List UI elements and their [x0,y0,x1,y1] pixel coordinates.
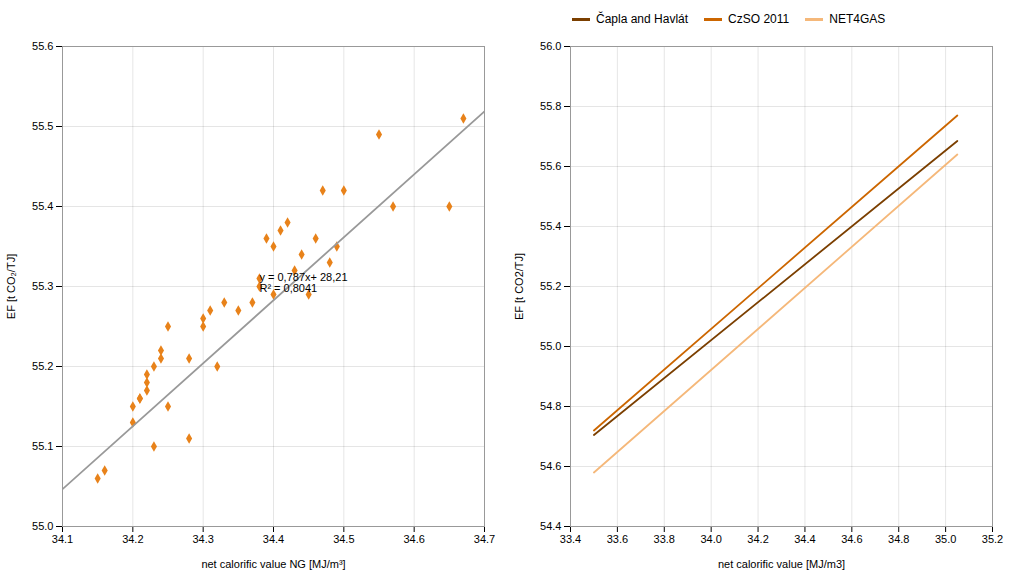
svg-text:55.6: 55.6 [540,160,561,172]
svg-text:net calorific value [MJ/m3]: net calorific value [MJ/m3] [718,558,845,570]
svg-text:33.4: 33.4 [560,533,581,545]
svg-text:34.5: 34.5 [333,533,354,545]
svg-text:34.4: 34.4 [794,533,815,545]
svg-text:35.0: 35.0 [935,533,956,545]
svg-text:55.5: 55.5 [32,120,53,132]
svg-text:56.0: 56.0 [540,40,561,52]
svg-text:34.2: 34.2 [747,533,768,545]
svg-text:35.2: 35.2 [982,533,1003,545]
svg-text:34.0: 34.0 [700,533,721,545]
svg-text:54.6: 54.6 [540,460,561,472]
svg-text:34.2: 34.2 [122,533,143,545]
svg-text:55.3: 55.3 [32,280,53,292]
svg-text:54.8: 54.8 [540,400,561,412]
svg-text:55.4: 55.4 [32,200,53,212]
html-text:Čapla and Havlát: Čapla and Havlát [596,12,689,26]
svg-text:55.0: 55.0 [32,520,53,532]
svg-text:33.6: 33.6 [607,533,628,545]
svg-text:55.8: 55.8 [540,100,561,112]
svg-text:y = 0,787x+ 28,21R² = 0,8041: y = 0,787x+ 28,21R² = 0,8041 [259,271,347,294]
svg-text:34.3: 34.3 [192,533,213,545]
svg-text:55.1: 55.1 [32,440,53,452]
svg-text:54.4: 54.4 [540,520,561,532]
html-text:NET4GAS: NET4GAS [829,12,886,26]
svg-text:34.7: 34.7 [474,533,495,545]
svg-text:EF [t CO₂/TJ]: EF [t CO₂/TJ] [5,254,17,319]
svg-text:55.0: 55.0 [540,340,561,352]
svg-text:34.1: 34.1 [52,533,73,545]
svg-text:55.6: 55.6 [32,40,53,52]
svg-text:34.6: 34.6 [403,533,424,545]
svg-text:34.6: 34.6 [841,533,862,545]
svg-text:33.8: 33.8 [654,533,675,545]
html-text:CzSO 2011: CzSO 2011 [728,12,790,26]
svg-text:55.2: 55.2 [32,360,53,372]
svg-text:34.8: 34.8 [888,533,909,545]
svg-text:34.4: 34.4 [263,533,284,545]
svg-text:net calorific value NG [MJ/m³]: net calorific value NG [MJ/m³] [201,558,345,570]
svg-text:EF [t CO2/TJ]: EF [t CO2/TJ] [513,253,525,320]
svg-text:55.4: 55.4 [540,220,561,232]
svg-text:55.2: 55.2 [540,280,561,292]
